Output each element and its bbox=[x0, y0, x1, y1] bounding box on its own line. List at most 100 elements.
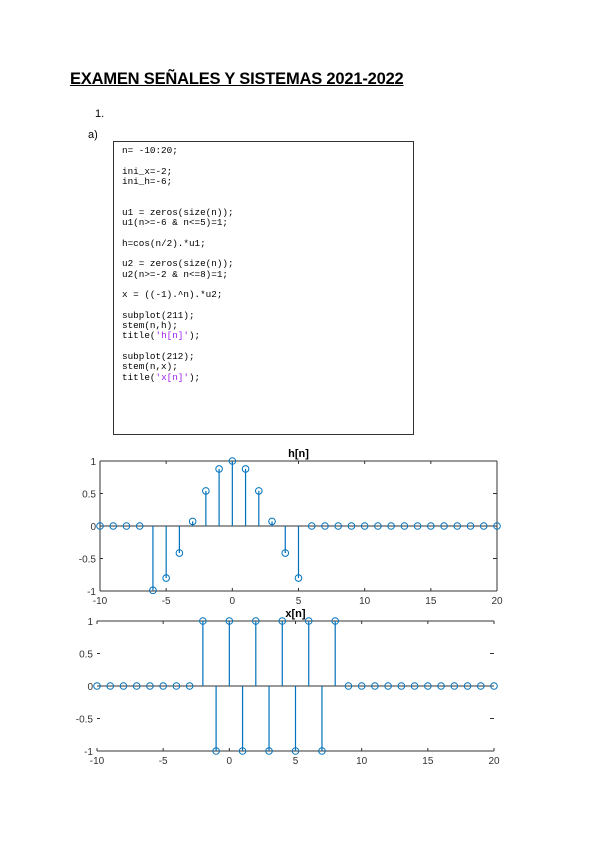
stem-marker bbox=[331, 617, 340, 625]
stem-marker bbox=[424, 682, 432, 690]
y-tick-label: -1 bbox=[87, 587, 96, 598]
code-text: subplot(211); bbox=[122, 309, 195, 321]
x-tick-label: 15 bbox=[425, 596, 437, 607]
stem-marker bbox=[268, 517, 276, 526]
stem-marker bbox=[374, 522, 382, 530]
stem-marker bbox=[307, 522, 316, 530]
stem-marker bbox=[387, 522, 395, 530]
stem-marker bbox=[265, 747, 273, 755]
stem-marker bbox=[400, 522, 409, 530]
stem-marker bbox=[321, 522, 329, 530]
stem-marker bbox=[122, 522, 131, 530]
stem-marker bbox=[254, 487, 263, 495]
code-block: n= -10:20; ini_x=-2; ini_h=-6; u1 = zeros(s… bbox=[113, 141, 414, 435]
stem-marker bbox=[172, 682, 181, 690]
y-tick-label: 0.5 bbox=[79, 650, 93, 661]
stem-marker bbox=[278, 617, 287, 625]
stem-plot-1: -10 -5 0 5 10 15 20 -1 -0.5 0 0.5 1 h[n] bbox=[79, 448, 503, 607]
code-text: ini_x=-2; bbox=[122, 165, 173, 177]
x-tick-label: 0 bbox=[230, 596, 236, 607]
stem-marker bbox=[479, 522, 488, 530]
stem-marker bbox=[440, 522, 448, 530]
code-line: u1 = zeros(size(n)); bbox=[122, 207, 413, 218]
code-line: subplot(212); bbox=[122, 351, 413, 362]
x-tick-label: 5 bbox=[293, 756, 299, 767]
stem-marker bbox=[215, 465, 223, 473]
x-tick-label: 10 bbox=[356, 756, 368, 767]
stem-marker bbox=[96, 522, 104, 530]
x-tick-label: -10 bbox=[90, 756, 105, 767]
section-number: 1. bbox=[95, 108, 105, 120]
stem-marker bbox=[463, 682, 472, 690]
stem-marker bbox=[149, 586, 157, 595]
stem-marker bbox=[347, 522, 356, 530]
stem-marker bbox=[384, 682, 392, 690]
code-line: title('x[n]'); bbox=[122, 371, 413, 383]
stem-marker bbox=[106, 682, 115, 690]
stem-plot-2: -10 -5 0 5 10 15 20 -1 -0.5 0 0.5 1 x[n] bbox=[76, 608, 500, 767]
x-tick-label: -10 bbox=[93, 596, 108, 607]
code-line: u1(n>=-6 & n<=5)=1; bbox=[122, 217, 413, 229]
code-text: title( bbox=[122, 371, 156, 383]
x-tick-label: -5 bbox=[159, 756, 168, 767]
y-tick-label: 1 bbox=[87, 617, 93, 628]
stem-marker bbox=[397, 682, 406, 690]
code-text: x = ((-1).^n).*u2; bbox=[122, 289, 223, 301]
stem-marker bbox=[334, 522, 343, 530]
code-line: stem(n,h); bbox=[122, 320, 413, 331]
x-tick-label: 5 bbox=[296, 596, 302, 607]
y-tick-label: -0.5 bbox=[79, 555, 97, 566]
stem-marker bbox=[135, 522, 144, 530]
subsection-label: a) bbox=[88, 129, 98, 141]
stem-marker bbox=[493, 522, 501, 530]
stem-marker bbox=[371, 682, 379, 690]
stem-marker bbox=[410, 682, 419, 690]
stem-marker bbox=[437, 682, 445, 690]
plot-title: h[n] bbox=[288, 448, 309, 460]
code-text: ); bbox=[188, 371, 201, 383]
code-string: 'h[n]' bbox=[155, 330, 189, 342]
stem-marker bbox=[453, 522, 462, 530]
code-line: n= -10:20; bbox=[122, 145, 413, 156]
code-string: 'x[n]' bbox=[155, 371, 189, 383]
code-line: stem(n,x); bbox=[122, 362, 413, 372]
code-line: ini_x=-2; bbox=[122, 165, 413, 177]
stem-marker bbox=[199, 617, 207, 625]
stem-marker bbox=[450, 682, 459, 690]
stem-marker bbox=[132, 682, 141, 690]
plot-title: x[n] bbox=[285, 608, 306, 620]
stem-marker bbox=[291, 747, 300, 755]
stem-marker bbox=[360, 522, 369, 530]
stem-marker bbox=[225, 617, 234, 625]
stem-marker bbox=[188, 517, 197, 526]
stem-marker bbox=[119, 682, 128, 690]
stem-marker bbox=[159, 682, 167, 690]
stem-marker bbox=[252, 617, 260, 625]
stem-marker bbox=[476, 682, 485, 690]
code-text: u1(n>=-6 & n<=5)=1; bbox=[122, 217, 229, 229]
stem-marker bbox=[241, 465, 250, 473]
y-tick-label: 0.5 bbox=[82, 490, 96, 501]
code-text: ); bbox=[188, 330, 201, 342]
stem-marker bbox=[93, 682, 101, 690]
stem-marker bbox=[466, 522, 475, 530]
stem-marker bbox=[162, 574, 170, 582]
stem-marker bbox=[238, 747, 247, 755]
x-tick-label: 10 bbox=[359, 596, 371, 607]
stem-marker bbox=[427, 522, 435, 530]
stem-marker bbox=[228, 457, 237, 465]
stem-marker bbox=[304, 617, 313, 625]
code-line: ini_h=-6; bbox=[122, 176, 413, 187]
code-text: n= -10:20; bbox=[122, 145, 178, 156]
y-tick-label: 1 bbox=[90, 457, 96, 468]
code-line: subplot(211); bbox=[122, 309, 413, 321]
y-tick-label: -0.5 bbox=[76, 715, 94, 726]
code-line: u2(n>=-2 & n<=8)=1; bbox=[122, 269, 413, 280]
stem-marker bbox=[212, 747, 220, 755]
y-tick-label: -1 bbox=[84, 747, 93, 758]
stem-marker bbox=[357, 682, 366, 690]
x-tick-label: 20 bbox=[488, 756, 500, 767]
y-tick-label: 0 bbox=[87, 682, 93, 693]
stem-marker bbox=[318, 747, 326, 755]
